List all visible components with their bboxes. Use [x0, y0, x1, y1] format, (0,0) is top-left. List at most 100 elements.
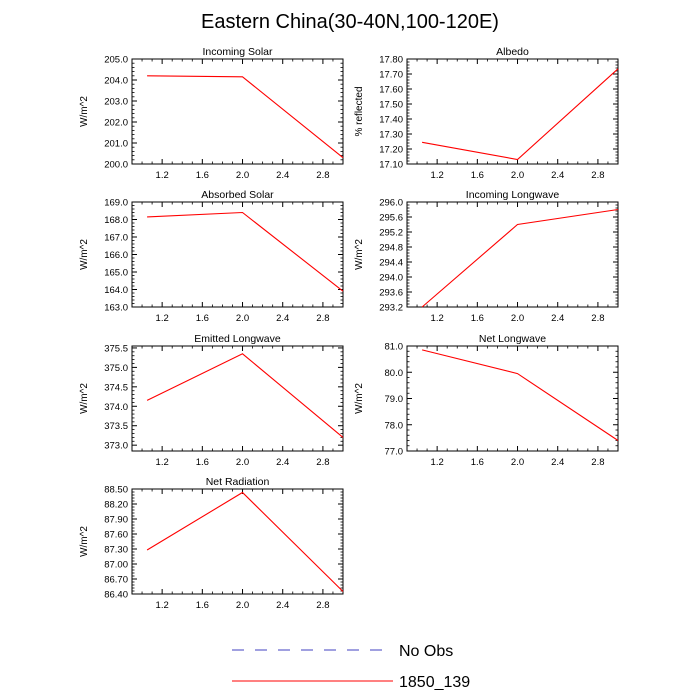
emitted-longwave-ytick-label: 374.0: [104, 402, 128, 413]
emitted-longwave-ytick-label: 373.5: [104, 421, 128, 432]
emitted-longwave-series-line-1850-139: [146, 353, 344, 438]
albedo-xtick-label: 2.4: [551, 170, 564, 181]
incoming-longwave-ylabel: W/m^2: [354, 239, 365, 270]
net-radiation-ytick-label: 87.60: [104, 530, 128, 541]
net-longwave-ytick-label: 80.0: [385, 368, 404, 379]
incoming-solar-xtick-label: 1.2: [156, 170, 169, 181]
absorbed-solar-ytick-label: 166.0: [104, 250, 128, 261]
albedo-xtick-label: 2.0: [511, 170, 524, 181]
net-longwave-ytick-label: 77.0: [385, 447, 404, 458]
net-radiation-ytick-label: 86.70: [104, 575, 128, 586]
panel-absorbed-solar: Absorbed Solar 163.0 164.0 165.0 166.0 167.0 1…: [79, 189, 344, 324]
albedo-ylabel: % reflected: [354, 86, 365, 136]
incoming-solar-ytick-label: 205.0: [104, 55, 128, 66]
albedo-xtick-label: 1.6: [471, 170, 484, 181]
net-longwave-xtick-label: 2.8: [591, 457, 604, 468]
absorbed-solar-ytick-label: 163.0: [104, 303, 128, 314]
emitted-longwave-xtick-label: 1.2: [156, 457, 169, 468]
net-radiation-ytick-label: 87.90: [104, 515, 128, 526]
absorbed-solar-xtick-label: 2.4: [276, 313, 289, 324]
albedo-ytick-label: 17.50: [379, 100, 403, 111]
absorbed-solar-ytick-label: 165.0: [104, 268, 128, 279]
albedo-title: Albedo: [496, 46, 529, 58]
incoming-longwave-plot-frame: [406, 201, 619, 308]
absorbed-solar-ytick-label: 164.0: [104, 285, 128, 296]
incoming-longwave-ytick-label: 295.6: [379, 213, 403, 224]
incoming-longwave-ytick-label: 294.4: [379, 258, 403, 269]
incoming-longwave-xtick-label: 2.8: [591, 313, 604, 324]
emitted-longwave-title: Emitted Longwave: [194, 333, 281, 345]
absorbed-solar-plot-frame: [131, 201, 344, 308]
incoming-longwave-xtick-label: 1.6: [471, 313, 484, 324]
albedo-plot-frame: [406, 58, 619, 165]
emitted-longwave-ytick-label: 375.5: [104, 343, 128, 354]
panel-emitted-longwave: Emitted Longwave 373.0 373.5 374.0 374.5 375.…: [79, 333, 344, 468]
net-longwave-xtick-label: 1.2: [431, 457, 444, 468]
incoming-solar-series-line-1850-139: [147, 75, 344, 159]
net-radiation-ytick-label: 88.50: [104, 485, 128, 496]
emitted-longwave-plot-frame: [131, 345, 344, 452]
albedo-ytick-label: 17.80: [379, 55, 403, 66]
absorbed-solar-ytick-label: 169.0: [104, 198, 128, 209]
emitted-longwave-xtick-label: 2.8: [316, 457, 329, 468]
albedo-series-line-1850-139: [422, 68, 619, 161]
net-radiation-xtick-label: 2.4: [276, 600, 289, 611]
emitted-longwave-ylabel: W/m^2: [79, 383, 90, 414]
incoming-solar-ytick-label: 203.0: [104, 97, 128, 108]
net-longwave-ytick-label: 79.0: [385, 394, 404, 405]
incoming-solar-xtick-label: 2.0: [236, 170, 249, 181]
emitted-longwave-xtick-label: 2.4: [276, 457, 289, 468]
albedo-ytick-label: 17.20: [379, 145, 403, 156]
figure-title: Eastern China(30-40N,100-120E): [201, 11, 499, 33]
emitted-longwave-xtick-label: 1.6: [196, 457, 209, 468]
panel-albedo: Albedo 17.10 17.20 17.30 17.40 17.50 17.60 17.7…: [354, 46, 619, 181]
absorbed-solar-xtick-label: 1.6: [196, 313, 209, 324]
legend-label-no-obs: No Obs: [399, 643, 453, 660]
incoming-longwave-xtick-label: 2.4: [551, 313, 564, 324]
incoming-solar-plot-frame: [131, 58, 344, 165]
net-longwave-plot-frame: [406, 345, 619, 452]
absorbed-solar-ylabel: W/m^2: [79, 239, 90, 270]
net-radiation-plot-frame: [131, 488, 344, 595]
absorbed-solar-title: Absorbed Solar: [201, 189, 274, 201]
legend: No Obs 1850_139: [232, 643, 470, 691]
emitted-longwave-ytick-label: 373.0: [104, 441, 128, 452]
net-longwave-ytick-label: 78.0: [385, 420, 404, 431]
absorbed-solar-ytick-label: 168.0: [104, 215, 128, 226]
incoming-solar-ytick-label: 202.0: [104, 118, 128, 129]
legend-label-1850-139: 1850_139: [399, 674, 470, 691]
net-radiation-title: Net Radiation: [206, 476, 270, 488]
incoming-solar-xtick-label: 2.4: [276, 170, 289, 181]
incoming-solar-ylabel: W/m^2: [79, 96, 90, 127]
incoming-longwave-ytick-label: 294.8: [379, 243, 403, 254]
net-radiation-xtick-label: 2.0: [236, 600, 249, 611]
absorbed-solar-xtick-label: 2.0: [236, 313, 249, 324]
albedo-ytick-label: 17.70: [379, 70, 403, 81]
incoming-solar-title: Incoming Solar: [202, 46, 273, 58]
incoming-longwave-ytick-label: 293.2: [379, 303, 403, 314]
net-radiation-xtick-label: 2.8: [316, 600, 329, 611]
albedo-ytick-label: 17.30: [379, 130, 403, 141]
net-longwave-xtick-label: 1.6: [471, 457, 484, 468]
panel-incoming-longwave: Incoming Longwave 293.2 293.6 294.0 294.4 294…: [354, 189, 619, 324]
absorbed-solar-ytick-label: 167.0: [104, 233, 128, 244]
net-longwave-xtick-label: 2.4: [551, 457, 564, 468]
incoming-solar-ytick-label: 200.0: [104, 160, 128, 171]
net-radiation-ytick-label: 86.40: [104, 590, 128, 601]
albedo-xtick-label: 1.2: [431, 170, 444, 181]
net-radiation-ytick-label: 87.30: [104, 545, 128, 556]
albedo-ytick-label: 17.10: [379, 160, 403, 171]
net-radiation-ytick-label: 87.00: [104, 560, 128, 571]
net-longwave-ytick-label: 81.0: [385, 342, 404, 353]
absorbed-solar-xtick-label: 2.8: [316, 313, 329, 324]
incoming-solar-xtick-label: 2.8: [316, 170, 329, 181]
net-radiation-xtick-label: 1.2: [156, 600, 169, 611]
net-radiation-ytick-label: 88.20: [104, 500, 128, 511]
net-radiation-xtick-label: 1.6: [196, 600, 209, 611]
net-longwave-ylabel: W/m^2: [354, 383, 365, 414]
incoming-longwave-series-line-1850-139: [421, 208, 619, 308]
incoming-longwave-ytick-label: 295.2: [379, 228, 403, 239]
net-longwave-xtick-label: 2.0: [511, 457, 524, 468]
albedo-ytick-label: 17.60: [379, 85, 403, 96]
incoming-solar-xtick-label: 1.6: [196, 170, 209, 181]
